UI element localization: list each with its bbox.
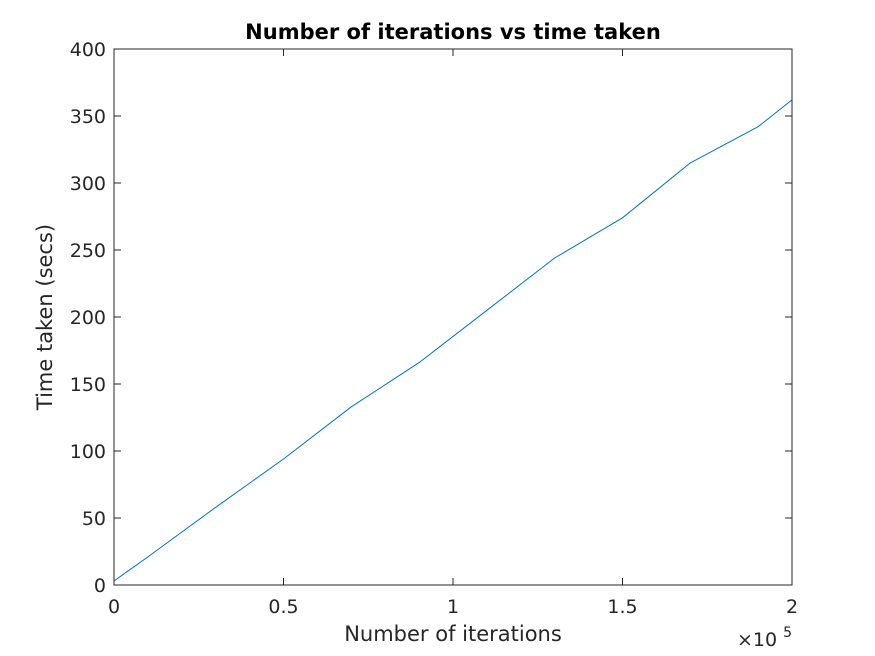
x-axis-tick-labels: 0 0.5 1 1.5 2 bbox=[108, 596, 798, 618]
y-tick-label: 100 bbox=[70, 441, 106, 463]
x-tick-label: 0.5 bbox=[268, 596, 298, 618]
y-tick-label: 400 bbox=[70, 39, 106, 61]
x-tick-label: 1.5 bbox=[607, 596, 637, 618]
y-axis-label: Time taken (secs) bbox=[33, 224, 57, 411]
plot-background bbox=[114, 49, 792, 585]
y-tick-label: 200 bbox=[70, 307, 106, 329]
y-tick-label: 350 bbox=[70, 106, 106, 128]
x-tick-label: 1 bbox=[447, 596, 459, 618]
x-axis-multiplier: ×10 5 bbox=[737, 625, 792, 651]
plot-box bbox=[113, 48, 793, 586]
x-tick-label: 2 bbox=[786, 596, 798, 618]
x-tick-label: 0 bbox=[108, 596, 120, 618]
x-axis-multiplier-exponent: 5 bbox=[783, 625, 792, 641]
y-tick-label: 50 bbox=[82, 508, 106, 530]
y-tick-label: 250 bbox=[70, 240, 106, 262]
y-tick-label: 300 bbox=[70, 173, 106, 195]
y-axis-tick-labels: 0 50 100 150 200 250 300 350 400 bbox=[70, 39, 106, 597]
y-tick-label: 150 bbox=[70, 374, 106, 396]
series-layer bbox=[113, 99, 793, 582]
x-axis-label: Number of iterations bbox=[344, 622, 562, 646]
chart-title: Number of iterations vs time taken bbox=[245, 20, 661, 44]
x-axis-multiplier-base: ×10 bbox=[737, 629, 777, 651]
y-tick-label: 0 bbox=[94, 575, 106, 597]
series-line bbox=[113, 99, 793, 582]
